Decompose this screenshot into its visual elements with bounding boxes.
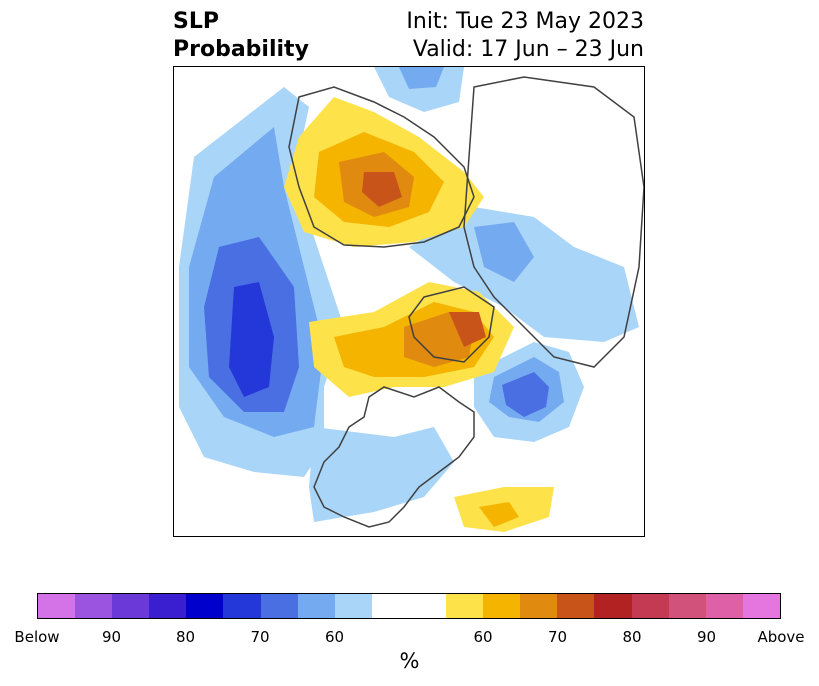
colorbar-swatch — [186, 594, 224, 618]
colorbar-tick-label: 60 — [324, 628, 345, 646]
colorbar-swatch — [112, 594, 150, 618]
colorbar-tick-label: 90 — [101, 628, 122, 646]
atlantic-below-region — [474, 342, 584, 442]
colorbar-tick-label: 70 — [250, 628, 270, 646]
usa-below-band — [309, 427, 454, 522]
colorbar-tick-label: Above — [757, 628, 805, 646]
init-date: Init: Tue 23 May 2023 — [406, 9, 644, 34]
colorbar-swatch — [520, 594, 558, 618]
arctic-below-core — [399, 67, 444, 89]
colorbar-tick-label: 60 — [473, 628, 493, 646]
probability-map — [179, 67, 644, 532]
colorbar-tick-label: 80 — [622, 628, 642, 646]
above-75-band — [449, 312, 486, 347]
colorbar-swatch — [223, 594, 261, 618]
colorbar-labels: Below 90 80 70 60 60 70 80 90 Above — [0, 628, 819, 648]
europe-coast — [288, 86, 475, 248]
below-65-band — [474, 222, 534, 282]
greenland-above-region — [309, 282, 514, 397]
colorbar-unit: % — [399, 649, 420, 673]
below-80-band — [229, 282, 274, 397]
colorbar-swatch — [742, 594, 780, 618]
colorbar-swatch — [149, 594, 187, 618]
valid-range: Valid: 17 Jun – 23 Jun — [412, 37, 644, 62]
colorbar-swatch — [334, 594, 372, 618]
north-america-coast — [313, 386, 475, 528]
above-75-band — [362, 172, 402, 207]
siberia-below-region — [409, 207, 639, 342]
variable-title: SLP — [173, 9, 219, 34]
colorbar-swatch — [631, 594, 669, 618]
colorbar-tick-label: Below — [14, 628, 60, 646]
plot-title-right: Init: Tue 23 May 2023 Valid: 17 Jun – 23… — [406, 8, 644, 64]
colorbar-tick-label: 90 — [696, 628, 717, 646]
variable-subtitle: Probability — [173, 37, 309, 62]
pacific-below-region — [179, 87, 344, 477]
colorbar-swatch — [75, 594, 113, 618]
colorbar-tick-label: 80 — [175, 628, 196, 646]
colorbar-tick-label: 70 — [547, 628, 568, 646]
coastlines — [288, 76, 644, 528]
map-panel — [173, 66, 645, 537]
colorbar-swatch — [483, 594, 521, 618]
plot-title-left: SLP Probability — [173, 8, 309, 64]
colorbar-swatch — [38, 594, 76, 618]
arctic-below-band — [374, 67, 464, 112]
colorbar-swatch — [668, 594, 706, 618]
colorbar-swatch — [408, 594, 447, 618]
colorbar-swatch — [446, 594, 484, 618]
gulf-above-region — [454, 487, 554, 532]
below-70-band — [502, 372, 549, 417]
colorbar-swatch — [260, 594, 298, 618]
colorbar-swatch — [371, 594, 409, 618]
above-65-band — [479, 502, 519, 527]
below-60-band — [409, 207, 639, 342]
asia-coast — [463, 76, 644, 368]
colorbar-swatch — [705, 594, 743, 618]
colorbar-swatch — [297, 594, 335, 618]
colorbar-swatch — [594, 594, 632, 618]
colorbar — [37, 593, 781, 619]
europe-above-region — [284, 97, 484, 247]
colorbar-swatch — [557, 594, 595, 618]
greenland-coast — [408, 286, 495, 363]
